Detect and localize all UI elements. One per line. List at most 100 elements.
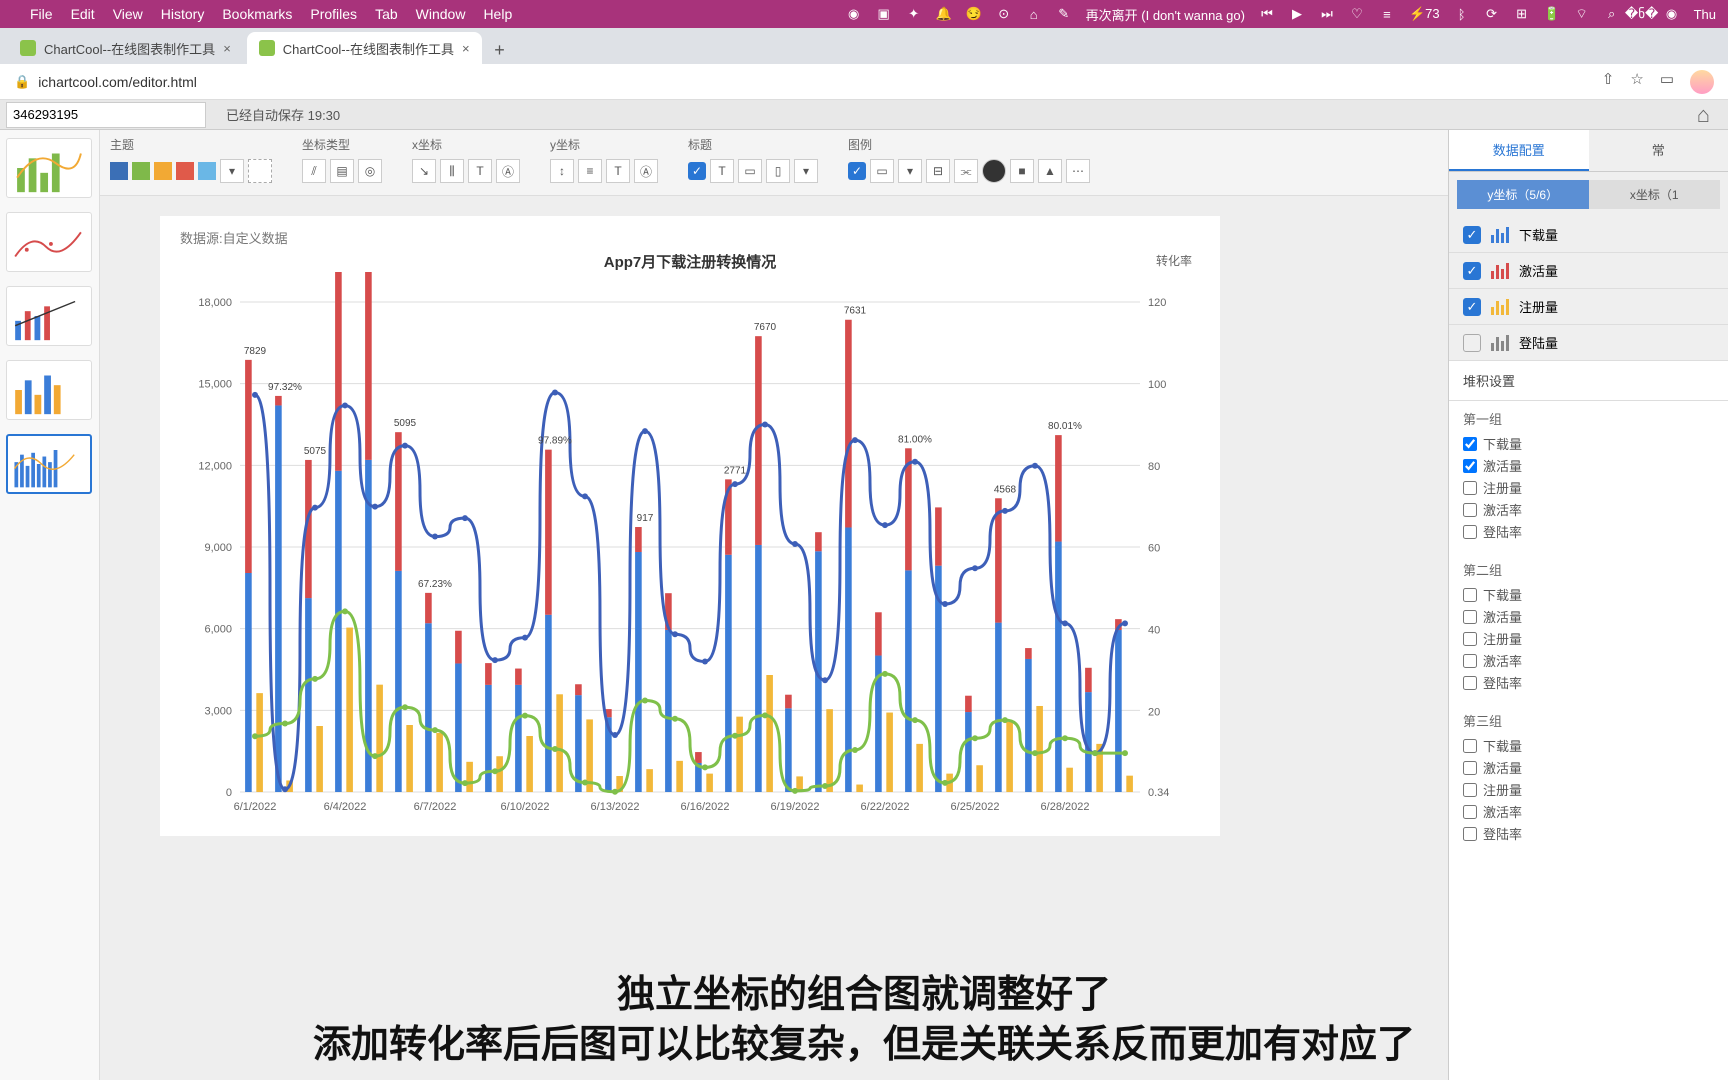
group-option[interactable]: 注册量 [1463, 478, 1714, 497]
color-swatch[interactable] [198, 162, 216, 180]
tag-icon[interactable]: ⌂ [1026, 6, 1042, 22]
profile-avatar[interactable] [1690, 70, 1714, 94]
group-checkbox[interactable] [1463, 632, 1477, 646]
orient-icon[interactable]: ⊟ [926, 159, 950, 183]
control-center-icon[interactable]: �ნ� [1634, 6, 1650, 22]
text-icon[interactable]: T [468, 159, 492, 183]
menu-bookmarks[interactable]: Bookmarks [222, 6, 292, 22]
group-checkbox[interactable] [1463, 525, 1477, 539]
menu-help[interactable]: Help [483, 6, 512, 22]
next-track-icon[interactable]: ⏭ [1319, 6, 1335, 22]
series-row[interactable]: ✓ 激活量 [1449, 253, 1728, 289]
group-option[interactable]: 激活率 [1463, 802, 1714, 821]
group-option[interactable]: 激活量 [1463, 456, 1714, 475]
emoji-icon[interactable]: 😏 [966, 6, 982, 22]
label-icon[interactable]: Ⓐ [634, 159, 658, 183]
legend-toggle[interactable]: ✓ [848, 162, 866, 180]
group-checkbox[interactable] [1463, 761, 1477, 775]
more-icon[interactable]: ▾ [794, 159, 818, 183]
series-row[interactable]: ✓ 注册量 [1449, 289, 1728, 325]
group-option[interactable]: 登陆率 [1463, 824, 1714, 843]
thumb-item-selected[interactable] [6, 434, 92, 494]
shape-circle-icon[interactable] [982, 159, 1006, 183]
group-option[interactable]: 下载量 [1463, 736, 1714, 755]
thumb-item[interactable] [6, 286, 92, 346]
menu-history[interactable]: History [161, 6, 205, 22]
menu-edit[interactable]: Edit [71, 6, 95, 22]
group-checkbox[interactable] [1463, 459, 1477, 473]
search-icon[interactable]: ⌕ [1604, 6, 1620, 22]
close-tab-icon[interactable]: × [462, 41, 470, 56]
shape-square-icon[interactable]: ■ [1010, 159, 1034, 183]
grid-icon[interactable]: ≡ [578, 159, 602, 183]
menu-icon[interactable]: ≡ [1379, 6, 1395, 22]
chart-id-input[interactable] [6, 102, 206, 128]
tab-style-config[interactable]: 常 [1589, 130, 1728, 171]
panel-icon[interactable]: ▭ [1660, 70, 1674, 94]
axis-icon[interactable]: ↕ [550, 159, 574, 183]
status-icon[interactable]: ▣ [876, 6, 892, 22]
group-option[interactable]: 激活率 [1463, 651, 1714, 670]
menu-window[interactable]: Window [416, 6, 466, 22]
thumb-item[interactable] [6, 138, 92, 198]
group-option[interactable]: 下载量 [1463, 434, 1714, 453]
group-option[interactable]: 登陆率 [1463, 673, 1714, 692]
status-icon[interactable]: ◉ [846, 6, 862, 22]
grid-icon[interactable]: ⊞ [1514, 6, 1530, 22]
battery-badge[interactable]: ⚡73 [1409, 6, 1440, 22]
series-row[interactable]: ✓ 下载量 [1449, 217, 1728, 253]
group-option[interactable]: 注册量 [1463, 780, 1714, 799]
now-playing[interactable]: 再次离开 (I don't wanna go) [1086, 5, 1245, 24]
group-checkbox[interactable] [1463, 805, 1477, 819]
group-option[interactable]: 下载量 [1463, 585, 1714, 604]
color-swatch[interactable] [132, 162, 150, 180]
thumb-item[interactable] [6, 212, 92, 272]
tab-data-config[interactable]: 数据配置 [1449, 130, 1589, 171]
radar-icon[interactable]: ◎ [358, 159, 382, 183]
title-toggle[interactable]: ✓ [688, 162, 706, 180]
bell-icon[interactable]: 🔔 [936, 6, 952, 22]
color-swatch[interactable] [176, 162, 194, 180]
play-icon[interactable]: ▶ [1289, 6, 1305, 22]
stack-icon[interactable]: ▤ [330, 159, 354, 183]
axis-icon[interactable]: ↘ [412, 159, 436, 183]
group-option[interactable]: 激活率 [1463, 500, 1714, 519]
wechat-icon[interactable]: ✦ [906, 6, 922, 22]
siri-icon[interactable]: ◉ [1664, 6, 1680, 22]
group-checkbox[interactable] [1463, 739, 1477, 753]
group-option[interactable]: 登陆率 [1463, 522, 1714, 541]
prev-track-icon[interactable]: ⏮ [1259, 6, 1275, 22]
home-icon[interactable]: ⌂ [1697, 102, 1710, 128]
series-checkbox[interactable]: ✓ [1463, 298, 1481, 316]
group-checkbox[interactable] [1463, 503, 1477, 517]
group-checkbox[interactable] [1463, 676, 1477, 690]
bookmark-icon[interactable]: ☆ [1630, 70, 1643, 94]
group-option[interactable]: 注册量 [1463, 629, 1714, 648]
heart-icon[interactable]: ♡ [1349, 6, 1365, 22]
subtab-x[interactable]: x坐标（1 [1589, 180, 1721, 209]
shape-tri-icon[interactable]: ▲ [1038, 159, 1062, 183]
pos-icon[interactable]: ▭ [870, 159, 894, 183]
group-checkbox[interactable] [1463, 588, 1477, 602]
link-icon[interactable]: ⫘ [954, 159, 978, 183]
text-icon[interactable]: T [710, 159, 734, 183]
text-icon[interactable]: T [606, 159, 630, 183]
new-tab-button[interactable]: + [486, 36, 514, 64]
color-swatch[interactable] [110, 162, 128, 180]
wifi-icon[interactable]: ⌔ [1574, 6, 1590, 22]
group-option[interactable]: 激活量 [1463, 758, 1714, 777]
series-checkbox[interactable]: ✓ [1463, 262, 1481, 280]
subtab-y[interactable]: y坐标（5/6） [1457, 180, 1589, 209]
clock-day[interactable]: Thu [1694, 7, 1716, 22]
evernote-icon[interactable]: ✎ [1056, 6, 1072, 22]
group-checkbox[interactable] [1463, 437, 1477, 451]
series-checkbox[interactable]: ✓ [1463, 226, 1481, 244]
grid-icon[interactable]: ⫼ [440, 159, 464, 183]
label-icon[interactable]: Ⓐ [496, 159, 520, 183]
menu-file[interactable]: File [30, 6, 53, 22]
align-icon[interactable]: ▭ [738, 159, 762, 183]
bluetooth-icon[interactable]: ᛒ [1454, 6, 1470, 22]
close-tab-icon[interactable]: × [223, 41, 231, 56]
menu-view[interactable]: View [113, 6, 143, 22]
group-checkbox[interactable] [1463, 654, 1477, 668]
